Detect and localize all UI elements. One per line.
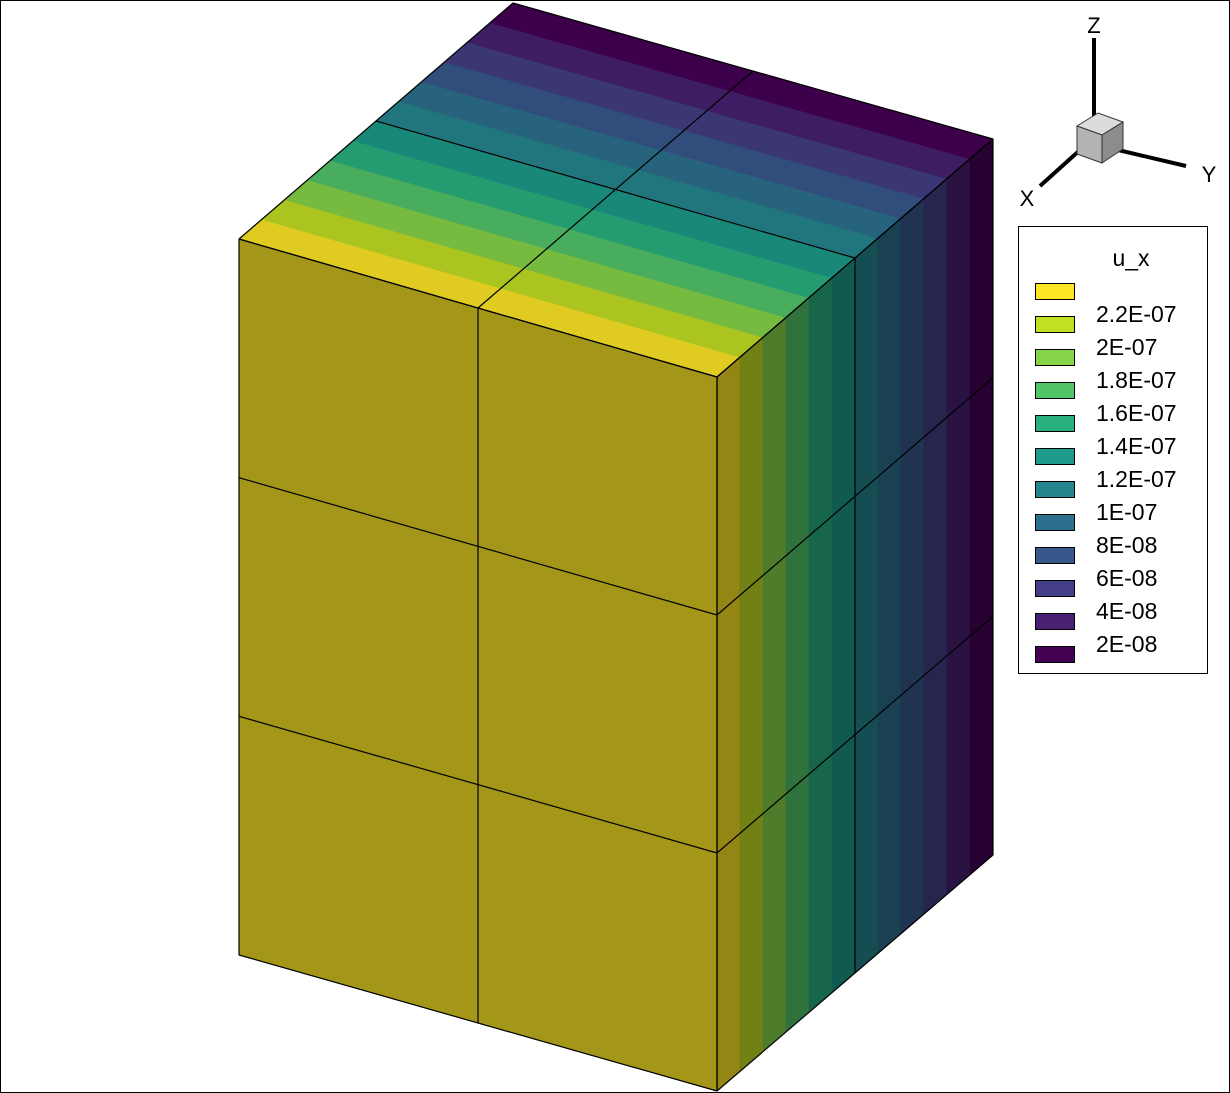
legend-label: 2.2E-07 <box>1096 301 1177 327</box>
legend-swatch <box>1035 580 1075 597</box>
legend-label: 6E-08 <box>1096 565 1158 591</box>
y-axis-line <box>1117 148 1187 168</box>
axis-triad: Z Y X <box>1020 13 1217 211</box>
legend-swatch <box>1035 646 1075 663</box>
legend-label: 1.6E-07 <box>1096 400 1177 426</box>
legend-title: u_x <box>1112 245 1150 271</box>
x-axis-line <box>1038 148 1082 188</box>
legend-label: 1E-07 <box>1096 499 1158 525</box>
right-band <box>969 138 994 876</box>
top-mesh-line <box>512 2 994 140</box>
legend-swatch <box>1035 514 1075 531</box>
right-band <box>762 316 787 1053</box>
z-axis-label: Z <box>1087 13 1100 38</box>
legend-label: 4E-08 <box>1096 598 1158 624</box>
right-band <box>900 197 925 935</box>
legend-label: 1.4E-07 <box>1096 433 1177 459</box>
right-band <box>946 158 971 895</box>
right-band <box>808 277 833 1013</box>
right-band <box>877 217 902 954</box>
legend-label: 1.2E-07 <box>1096 466 1177 492</box>
legend-swatch <box>1035 415 1075 432</box>
mesh-lines <box>238 2 994 1092</box>
legend-swatch <box>1035 481 1075 498</box>
legend-swatch <box>1035 283 1075 300</box>
legend: u_x 2.2E-07 2E-07 1.8E-07 1.6E-07 1.4E-07 1.2… <box>1018 226 1208 674</box>
legend-swatch <box>1035 382 1075 399</box>
right-face <box>716 138 994 1092</box>
legend-swatch <box>1035 547 1075 564</box>
legend-label: 8E-08 <box>1096 532 1158 558</box>
top-mesh-line <box>238 238 718 378</box>
right-band <box>785 297 810 1033</box>
right-band <box>716 356 741 1092</box>
right-band <box>923 178 948 915</box>
legend-swatch <box>1035 316 1075 333</box>
legend-swatch <box>1035 349 1075 366</box>
right-band <box>739 336 764 1072</box>
x-axis-label: X <box>1020 186 1035 211</box>
right-band <box>831 257 856 994</box>
triad-cube-front <box>1076 125 1103 164</box>
legend-swatch <box>1035 448 1075 465</box>
top-mesh-line <box>375 120 856 259</box>
legend-swatch <box>1035 613 1075 630</box>
legend-label: 1.8E-07 <box>1096 367 1177 393</box>
right-band <box>854 237 879 974</box>
legend-label: 2E-08 <box>1096 631 1158 657</box>
legend-label: 2E-07 <box>1096 334 1158 360</box>
y-axis-label: Y <box>1202 162 1217 187</box>
